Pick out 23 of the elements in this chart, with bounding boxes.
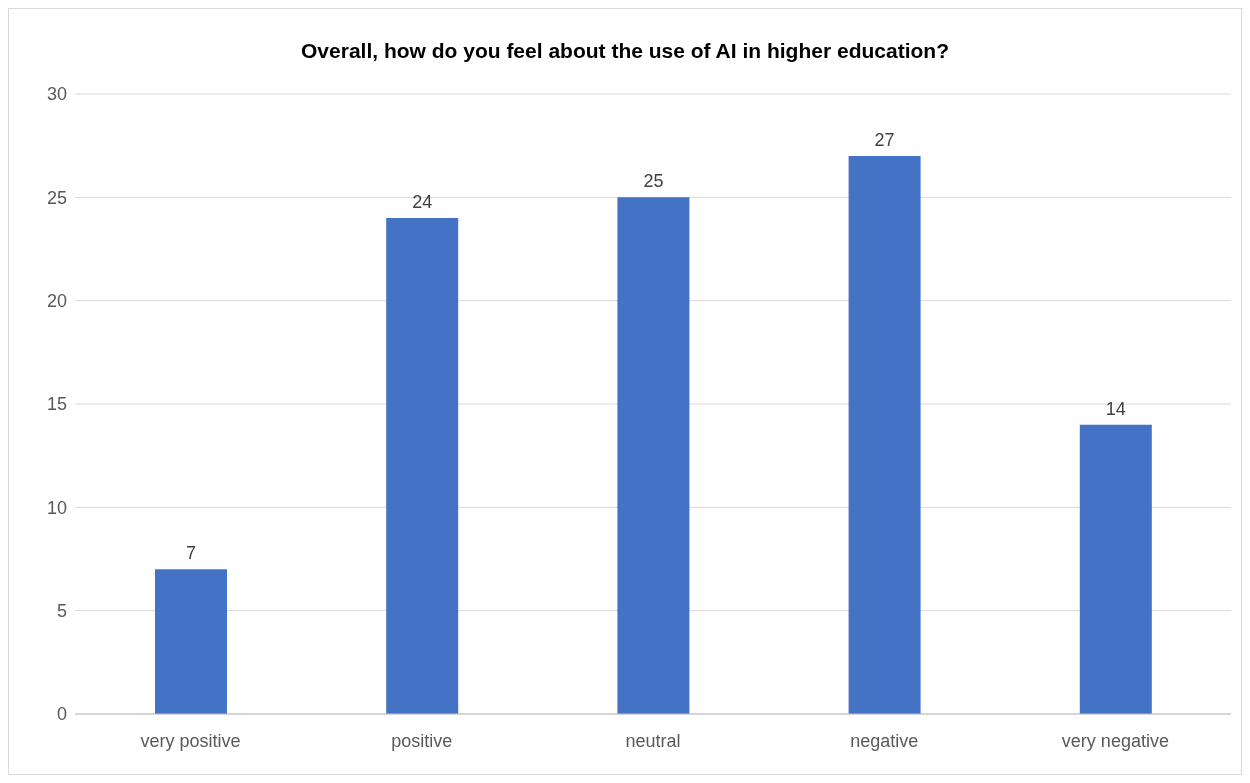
y-tick-label: 0 xyxy=(56,704,67,725)
data-label: 14 xyxy=(1105,398,1126,419)
chart-title: Overall, how do you feel about the use of AI in higher education? xyxy=(300,39,950,63)
x-tick-label: very negative xyxy=(1061,730,1169,751)
x-tick-label: neutral xyxy=(625,730,681,751)
data-label: 24 xyxy=(412,192,433,212)
y-tick-label: 5 xyxy=(56,601,67,622)
bar xyxy=(386,218,459,714)
y-tick-label: 25 xyxy=(46,187,67,208)
x-tick-label: very positive xyxy=(140,730,241,751)
bar xyxy=(617,197,690,714)
bar xyxy=(155,569,227,714)
y-tick-label: 30 xyxy=(46,84,67,105)
x-tick-label: negative xyxy=(850,730,919,751)
data-label: 25 xyxy=(643,171,664,192)
y-tick-label: 10 xyxy=(46,497,67,518)
data-label: 7 xyxy=(185,543,197,564)
x-tick-label: positive xyxy=(391,730,453,751)
y-tick-label: 15 xyxy=(46,394,67,415)
y-tick-label: 20 xyxy=(46,291,67,312)
data-label: 27 xyxy=(874,130,895,150)
bar xyxy=(848,156,921,714)
bar xyxy=(1079,424,1152,714)
